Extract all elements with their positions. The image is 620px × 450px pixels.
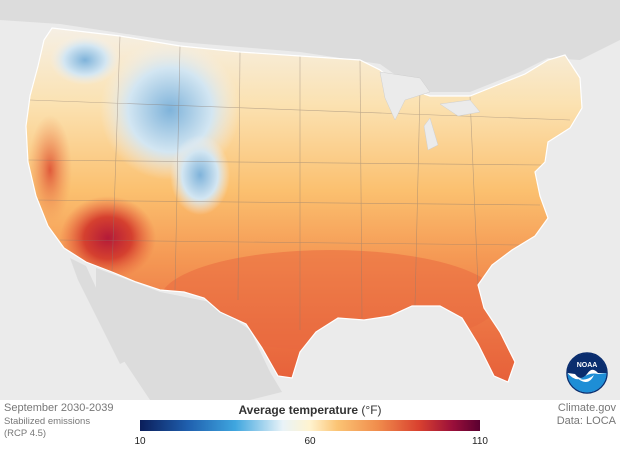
cascades-cool-zone xyxy=(50,35,120,85)
scenario-label: Stabilized emissions (RCP 4.5) xyxy=(4,416,90,440)
legend-tick-mid: 60 xyxy=(304,436,316,447)
legend-tick-max: 110 xyxy=(472,436,488,447)
contiguous-us xyxy=(26,28,582,382)
great-lakes xyxy=(379,71,481,151)
legend-unit: (°F) xyxy=(361,403,382,417)
noaa-logo: NOAA xyxy=(566,352,608,394)
period-label: September 2030-2039 xyxy=(4,402,114,414)
noaa-logo-text: NOAA xyxy=(577,362,598,369)
legend-footer: September 2030-2039 Stabilized emissions… xyxy=(0,400,620,450)
baja-peninsula xyxy=(70,258,128,364)
central-valley-hot-zone xyxy=(28,115,72,225)
canada-land xyxy=(0,0,620,92)
legend-title: Average temperature (°F) xyxy=(140,403,480,417)
legend-tick-min: 10 xyxy=(134,436,146,447)
legend-title-text: Average temperature xyxy=(238,403,359,417)
temperature-map xyxy=(0,0,620,400)
credit-source: Climate.gov xyxy=(557,402,616,414)
colorado-cool-zone xyxy=(170,135,230,215)
credit-data: Data: LOCA xyxy=(556,415,616,427)
state-boundaries xyxy=(27,35,571,330)
temperature-colorbar xyxy=(140,420,480,431)
credits: Climate.gov Data: LOCA xyxy=(557,402,616,428)
us-outline xyxy=(25,27,583,383)
scenario-label-line2: (RCP 4.5) xyxy=(4,428,47,439)
mexico-land xyxy=(96,268,282,400)
scenario-label-line1: Stabilized emissions xyxy=(4,416,91,427)
desert-southwest-hot-zone xyxy=(60,196,156,280)
